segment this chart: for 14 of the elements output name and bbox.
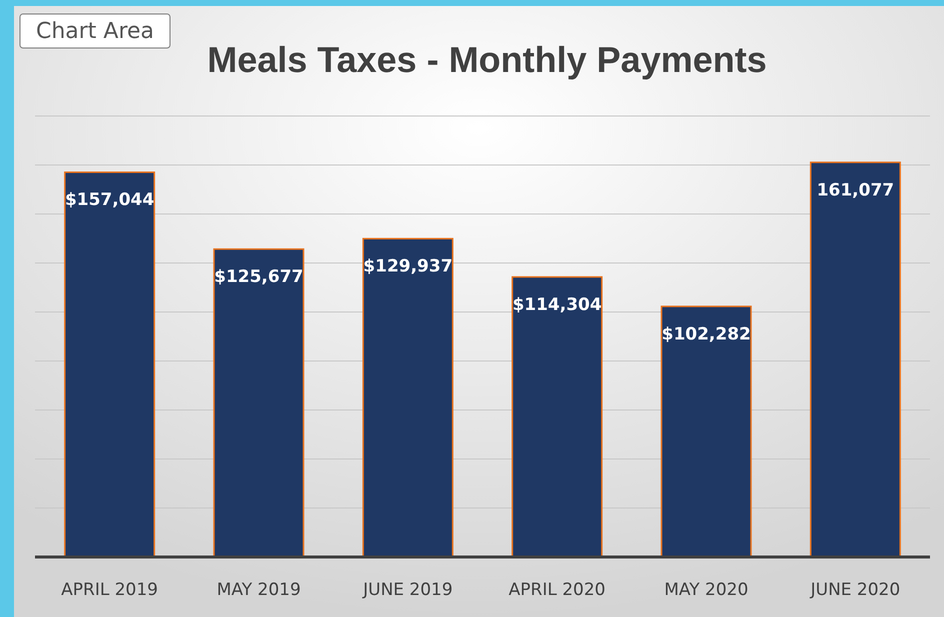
data-label: $157,044 — [64, 190, 154, 210]
data-label: 161,077 — [816, 180, 894, 200]
data-label: $125,677 — [214, 267, 304, 288]
data-label: $129,937 — [363, 256, 453, 277]
x-tick-label: JUNE 2019 — [362, 580, 453, 600]
tooltip: Chart Area — [20, 14, 170, 48]
x-tick-label: MAY 2019 — [216, 580, 301, 600]
x-tick-label: APRIL 2020 — [508, 580, 606, 600]
x-tick-label: MAY 2020 — [664, 580, 748, 600]
data-label: $102,282 — [662, 324, 751, 344]
x-tick-label: APRIL 2019 — [61, 580, 158, 600]
data-label: $114,304 — [512, 294, 602, 315]
chart-title: Meals Taxes - Monthly Payments — [207, 39, 767, 80]
x-tick-label: JUNE 2020 — [810, 580, 900, 600]
